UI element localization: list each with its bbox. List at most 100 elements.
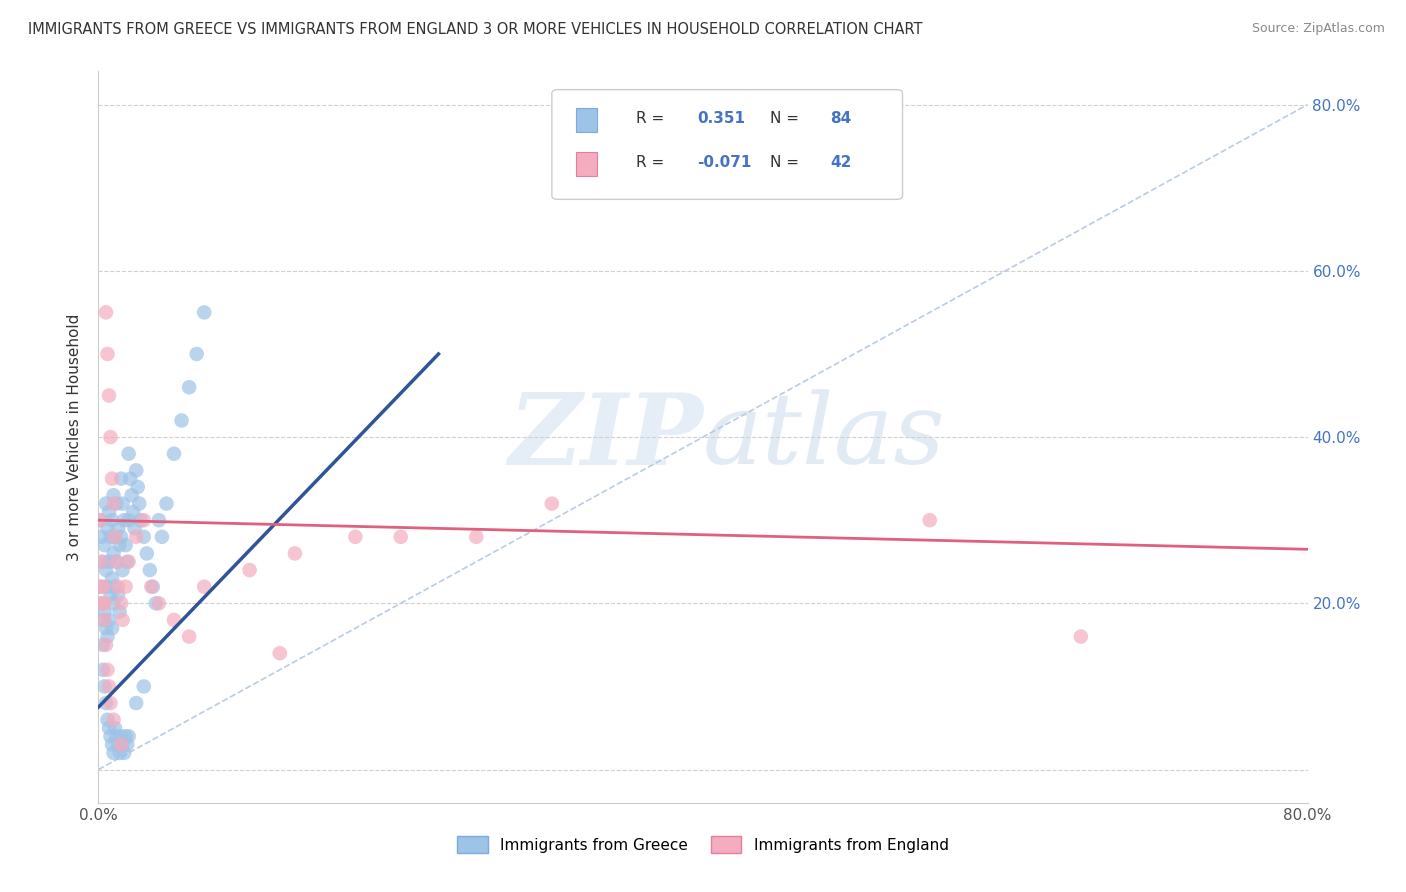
Point: [125, 530, 148, 544]
Point: [96, 663, 118, 677]
Point: [115, 555, 138, 569]
Point: [163, 447, 186, 461]
Text: atlas: atlas: [703, 390, 946, 484]
Point: [540, 497, 562, 511]
Point: [104, 580, 127, 594]
Point: [108, 746, 131, 760]
Point: [98, 388, 121, 402]
Point: [111, 738, 134, 752]
Point: [105, 497, 128, 511]
Point: [101, 513, 124, 527]
Point: [100, 729, 122, 743]
Point: [100, 430, 122, 444]
Text: R =: R =: [637, 112, 665, 127]
Point: [118, 555, 141, 569]
Point: [91, 555, 114, 569]
Legend: Immigrants from Greece, Immigrants from England: Immigrants from Greece, Immigrants from …: [450, 828, 956, 861]
Point: [100, 696, 122, 710]
Point: [91, 580, 114, 594]
Point: [94, 621, 117, 635]
Point: [239, 563, 262, 577]
Point: [98, 505, 121, 519]
Point: [93, 613, 115, 627]
Point: [103, 546, 125, 560]
Y-axis label: 3 or more Vehicles in Household: 3 or more Vehicles in Household: [67, 313, 83, 561]
Point: [193, 580, 215, 594]
Point: [186, 347, 208, 361]
Point: [108, 605, 131, 619]
Point: [94, 696, 117, 710]
Point: [139, 563, 162, 577]
Point: [111, 613, 134, 627]
Text: R =: R =: [637, 155, 665, 170]
Point: [145, 596, 167, 610]
Point: [112, 513, 135, 527]
Point: [269, 646, 291, 660]
Text: ZIP: ZIP: [508, 389, 703, 485]
Point: [118, 447, 141, 461]
Point: [111, 563, 134, 577]
Point: [135, 546, 157, 560]
Point: [141, 580, 163, 594]
Point: [107, 580, 129, 594]
Point: [465, 530, 488, 544]
Point: [127, 480, 149, 494]
Point: [89, 580, 111, 594]
Point: [101, 472, 124, 486]
Point: [104, 530, 127, 544]
Point: [179, 380, 201, 394]
Point: [96, 630, 118, 644]
Point: [163, 613, 186, 627]
Point: [132, 513, 155, 527]
Point: [124, 521, 146, 535]
Point: [107, 521, 129, 535]
Point: [1070, 630, 1092, 644]
Point: [344, 530, 367, 544]
Point: [108, 538, 131, 552]
Point: [90, 596, 112, 610]
Point: [98, 613, 121, 627]
Point: [105, 729, 128, 743]
Point: [125, 463, 148, 477]
Point: [93, 596, 115, 610]
Point: [148, 513, 170, 527]
Point: [284, 546, 307, 560]
Point: [120, 472, 142, 486]
Point: [90, 580, 112, 594]
Point: [105, 555, 128, 569]
Point: [114, 580, 136, 594]
Text: Source: ZipAtlas.com: Source: ZipAtlas.com: [1251, 22, 1385, 36]
Point: [110, 738, 132, 752]
Point: [110, 729, 132, 743]
Point: [101, 571, 124, 585]
Point: [91, 638, 114, 652]
FancyBboxPatch shape: [551, 90, 903, 200]
FancyBboxPatch shape: [576, 108, 598, 132]
Point: [96, 580, 118, 594]
Point: [110, 472, 132, 486]
Point: [129, 513, 152, 527]
Text: 84: 84: [830, 112, 851, 127]
Point: [110, 530, 132, 544]
Point: [100, 530, 122, 544]
Point: [132, 680, 155, 694]
Point: [128, 497, 150, 511]
Point: [91, 613, 114, 627]
Point: [107, 738, 129, 752]
Point: [118, 729, 141, 743]
Point: [132, 530, 155, 544]
Point: [122, 505, 145, 519]
Point: [96, 521, 118, 535]
Point: [110, 596, 132, 610]
Text: IMMIGRANTS FROM GREECE VS IMMIGRANTS FROM ENGLAND 3 OR MORE VEHICLES IN HOUSEHOL: IMMIGRANTS FROM GREECE VS IMMIGRANTS FRO…: [28, 22, 922, 37]
Point: [104, 721, 127, 735]
Point: [103, 596, 125, 610]
Point: [94, 497, 117, 511]
Point: [89, 513, 111, 527]
Point: [103, 746, 125, 760]
Point: [89, 513, 111, 527]
Point: [170, 413, 193, 427]
Point: [115, 738, 138, 752]
Point: [94, 563, 117, 577]
Point: [100, 588, 122, 602]
